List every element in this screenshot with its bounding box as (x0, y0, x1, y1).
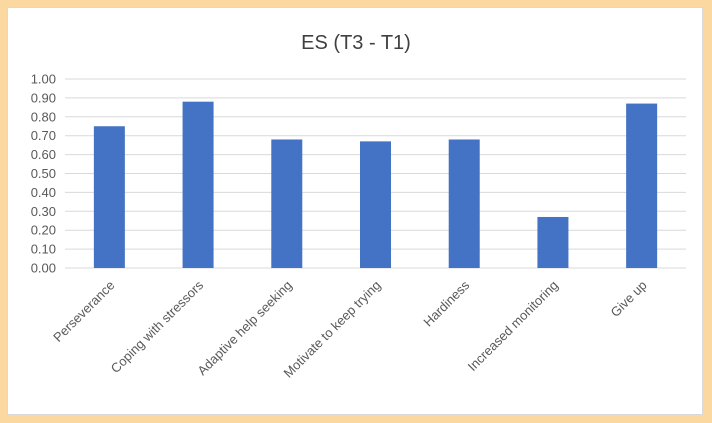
y-tick-label: 0.40 (31, 185, 56, 200)
x-category-label: Perseverance (50, 278, 117, 345)
bar (360, 141, 391, 268)
y-tick-label: 0.60 (31, 147, 56, 162)
bar (448, 139, 480, 268)
y-tick-label: 0.00 (31, 261, 56, 276)
x-category-label: Motivate to keep trying (281, 278, 384, 381)
chart-title: ES (T3 - T1) (301, 32, 411, 54)
y-tick-label: 0.30 (31, 204, 56, 219)
bar (537, 216, 569, 268)
x-category-label: Adaptive help seeking (194, 278, 295, 379)
chart-frame: ES (T3 - T1) 0.00 0.10 0.20 0.30 0.40 0.50 0.6… (7, 7, 703, 415)
y-axis-ticks: 0.00 0.10 0.20 0.30 0.40 0.50 0.60 0.70 0.80 0.90… (31, 72, 56, 276)
bar-chart: ES (T3 - T1) 0.00 0.10 0.20 0.30 0.40 0.50 0.6… (31, 32, 686, 381)
x-category-label: Hardiness (420, 277, 472, 329)
y-tick-label: 0.70 (31, 128, 56, 143)
y-tick-label: 0.50 (31, 166, 56, 181)
y-tick-label: 0.20 (31, 223, 56, 238)
y-tick-label: 0.80 (31, 109, 56, 124)
y-tick-label: 1.00 (31, 72, 56, 87)
y-tick-label: 0.90 (31, 90, 56, 105)
bar (182, 101, 214, 269)
bar (271, 139, 303, 268)
x-category-label: Coping with stressors (108, 277, 207, 376)
bars (93, 101, 658, 269)
bar (626, 103, 658, 268)
x-category-label: Increased monitoring (465, 278, 561, 374)
x-category-label: Give up (607, 278, 649, 320)
bar (93, 126, 125, 268)
y-tick-label: 0.10 (31, 242, 56, 257)
